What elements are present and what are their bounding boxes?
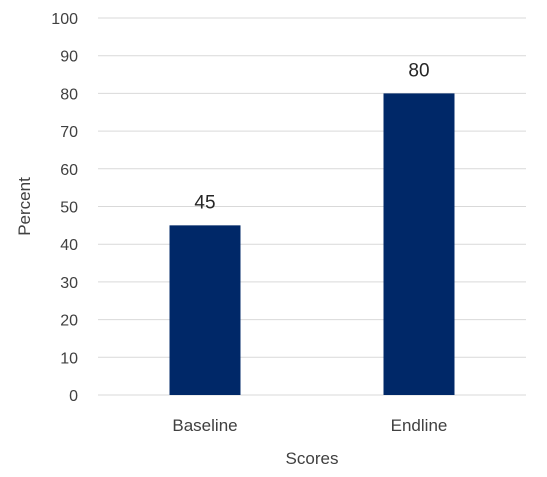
bar [169, 225, 241, 395]
bars [169, 93, 455, 396]
y-tick-label: 100 [51, 11, 78, 28]
y-tick-label: 70 [60, 124, 78, 141]
y-tick-label: 20 [60, 313, 78, 330]
y-tick-label: 30 [60, 275, 78, 292]
x-tick-label: Baseline [172, 416, 237, 435]
data-label: 45 [194, 192, 215, 213]
bar [383, 93, 455, 396]
data-label: 80 [408, 60, 429, 81]
y-axis-title: Percent [15, 177, 34, 236]
y-tick-label: 90 [60, 49, 78, 66]
y-tick-label: 10 [60, 350, 78, 367]
y-tick-label: 50 [60, 200, 78, 217]
data-labels: 45 80 [194, 60, 429, 213]
y-tick-label: 0 [69, 388, 78, 405]
x-tick-label: Endline [391, 416, 448, 435]
y-tick-label: 60 [60, 162, 78, 179]
x-axis-ticks: Baseline Endline [172, 416, 447, 435]
x-axis-title: Scores [286, 449, 339, 468]
y-axis-ticks: 0 10 20 30 40 50 60 70 80 90 100 [51, 11, 78, 405]
y-tick-label: 80 [60, 86, 78, 103]
gridlines [98, 17, 526, 396]
y-tick-label: 40 [60, 237, 78, 254]
